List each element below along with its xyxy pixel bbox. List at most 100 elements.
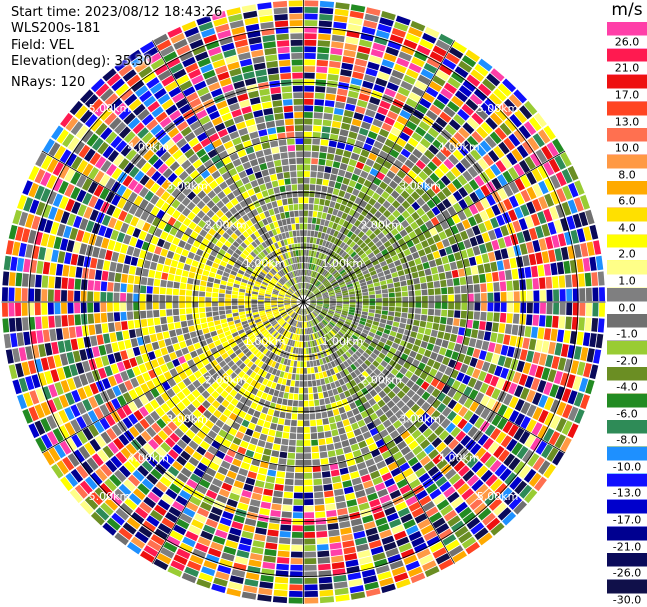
range-gate <box>169 266 177 275</box>
range-gate <box>139 406 149 417</box>
range-gate <box>12 241 21 256</box>
range-gate <box>166 195 176 205</box>
range-gate <box>252 270 259 276</box>
range-gate <box>257 236 264 244</box>
range-gate <box>242 347 250 355</box>
range-gate <box>327 347 333 355</box>
range-gate <box>73 215 83 229</box>
range-gate <box>324 490 334 498</box>
range-gate <box>8 287 15 302</box>
range-gate <box>386 320 393 326</box>
range-gate <box>278 292 285 296</box>
range-gate <box>395 501 407 512</box>
range-gate <box>373 454 384 464</box>
range-gate <box>148 269 156 278</box>
range-gate <box>352 524 364 533</box>
range-gate <box>40 233 50 247</box>
range-gate <box>134 531 149 544</box>
range-gate <box>380 360 388 368</box>
range-gate <box>543 463 556 479</box>
range-gate <box>419 554 434 566</box>
range-gate <box>17 394 27 410</box>
range-gate <box>293 294 299 298</box>
range-gate <box>156 263 164 272</box>
range-gate <box>234 203 243 212</box>
range-gate <box>52 428 64 443</box>
range-gate <box>392 321 400 328</box>
range-gate <box>218 444 229 454</box>
range-gate <box>293 237 298 244</box>
range-gate <box>139 187 149 198</box>
range-gate <box>333 359 340 366</box>
range-gate <box>264 47 277 56</box>
range-gate <box>153 286 160 294</box>
range-gate <box>35 316 42 330</box>
range-gate <box>104 227 113 239</box>
range-gate <box>51 463 64 479</box>
range-gate <box>291 296 298 300</box>
range-gate <box>272 290 279 294</box>
range-gate <box>238 298 245 302</box>
range-gate <box>185 530 199 542</box>
range-gate <box>276 471 286 478</box>
range-gate <box>42 450 55 466</box>
range-gate <box>397 345 405 353</box>
range-gate <box>142 71 156 84</box>
range-gate <box>235 431 245 440</box>
range-gate <box>288 0 303 7</box>
range-gate <box>295 307 300 313</box>
range-gate <box>354 376 361 385</box>
range-gate <box>172 460 184 472</box>
range-gate <box>265 294 271 297</box>
range-gate <box>322 418 329 425</box>
range-gate <box>162 425 173 436</box>
range-gate <box>286 191 293 198</box>
range-gate <box>448 438 459 450</box>
range-gate <box>306 328 309 335</box>
range-gate <box>368 309 375 313</box>
range-gate <box>184 148 195 159</box>
range-gate <box>347 90 359 99</box>
range-gate <box>353 318 360 323</box>
range-gate <box>292 85 303 92</box>
range-gate <box>208 228 217 236</box>
range-gate <box>275 119 285 127</box>
range-gate <box>133 397 144 409</box>
range-gate <box>147 101 160 113</box>
range-gate <box>358 502 370 511</box>
range-gate <box>342 306 349 309</box>
range-gate <box>82 231 91 244</box>
range-gate <box>319 198 325 206</box>
range-gate <box>311 452 320 459</box>
range-gate <box>372 552 386 562</box>
range-gate <box>217 523 230 533</box>
range-gate <box>115 331 124 341</box>
range-gate <box>376 460 387 470</box>
range-gate <box>223 454 234 464</box>
range-gate <box>273 287 280 292</box>
range-gate <box>100 464 113 477</box>
range-gate <box>401 394 411 404</box>
range-gate <box>507 346 515 358</box>
range-gate <box>112 207 122 219</box>
range-gate <box>272 497 283 504</box>
range-gate <box>192 548 207 559</box>
range-gate <box>377 326 385 333</box>
range-gate <box>192 313 200 320</box>
range-gate <box>359 355 367 362</box>
range-gate <box>469 401 480 413</box>
range-gate <box>241 530 254 540</box>
range-gate <box>192 356 201 364</box>
range-gate <box>166 316 174 324</box>
range-gate <box>193 318 201 325</box>
range-gate <box>226 282 234 287</box>
range-gate <box>111 78 125 92</box>
range-gate <box>220 390 229 399</box>
range-gate <box>315 346 320 353</box>
range-gate <box>321 310 328 314</box>
range-gate <box>282 351 287 358</box>
range-gate <box>140 310 147 319</box>
range-gate <box>273 258 279 265</box>
range-gate <box>274 324 280 330</box>
range-gate <box>307 223 312 230</box>
